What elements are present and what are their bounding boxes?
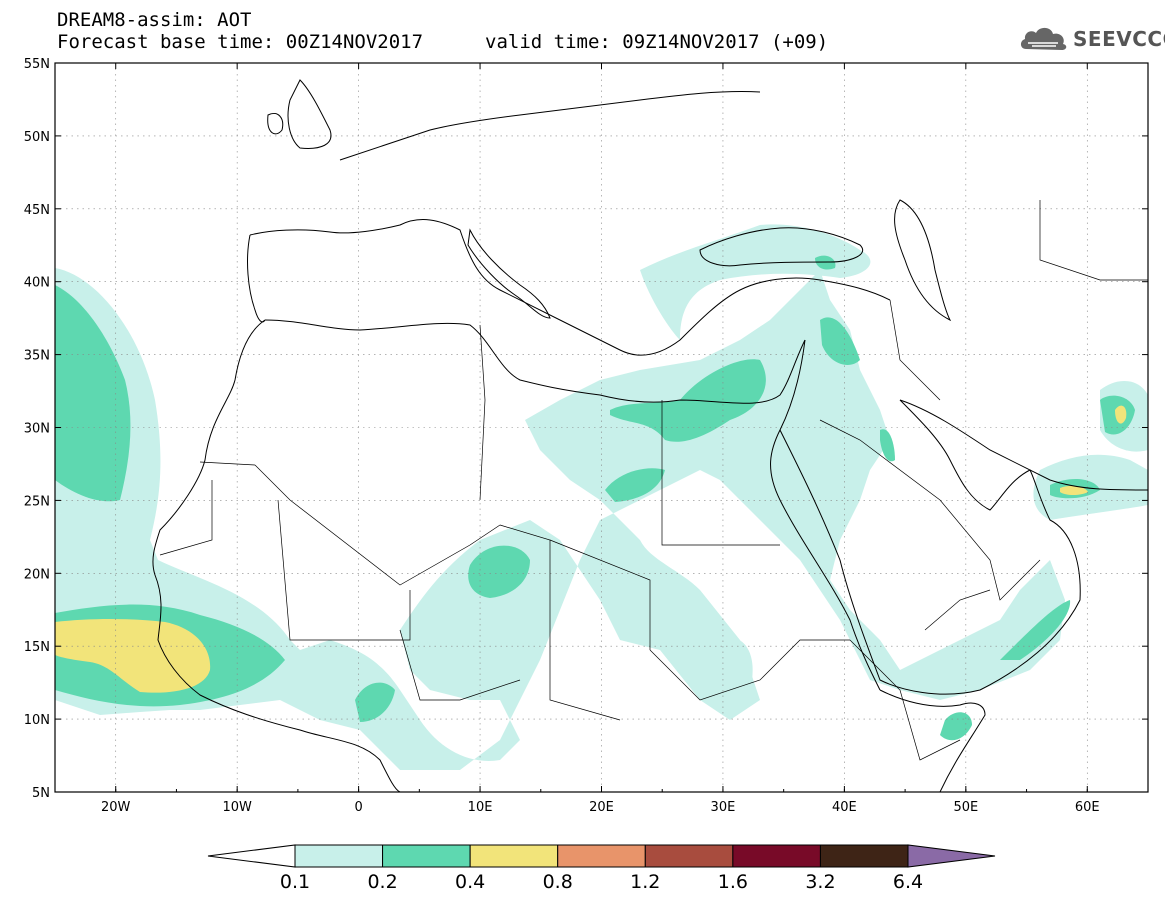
colorbar-arrow-high [907,844,996,868]
coast-britain [287,79,332,149]
aot-field [55,224,1148,770]
lon-tick-label: 0 [354,800,362,815]
lon-tick-label: 20W [101,800,131,815]
lat-tick-label: 30N [24,422,50,437]
colorbar-label: 0.8 [543,871,573,893]
aot-core-egypt [605,468,665,502]
colorbar-label: 0.1 [280,871,310,893]
borders [159,200,1148,761]
border-libya-egypt [661,400,780,546]
lat-tick-label: 5N [32,786,50,801]
logo-text: SEEVCCC [1073,27,1165,51]
aot-high-senegal [55,619,211,693]
colorbar-swatch [644,844,734,868]
aot-core-arabia [880,429,895,462]
aot-area-turkey [640,224,871,340]
aot-core-somalia [940,712,972,741]
aot-area-atlantic [55,268,1065,770]
colorbar-swatch [382,844,471,868]
coast-iberia [247,234,266,323]
coast-italy [467,228,551,319]
lon-tick-label: 60E [1075,800,1100,815]
aot-core-nigeria [355,682,395,722]
border-iraq-iran [889,299,941,401]
lat-tick-label: 45N [24,203,50,218]
aot-core-iraq [820,317,860,365]
border-libya-chad [549,539,651,650]
lon-tick-label: 50E [953,800,978,815]
lon-tick-label: 30E [711,800,736,815]
coastlines [152,79,1148,792]
valid-time: valid time: 09Z14NOV2017 (+09) [485,31,829,53]
lat-tick-label: 20N [24,567,50,582]
lat-tick-label: 35N [24,349,50,364]
lon-tick-label: 10W [222,800,252,815]
lat-tick-label: 40N [24,276,50,291]
aot-high-hormuz [1060,485,1088,495]
graticule [55,63,1148,792]
aot-core-niger [468,545,530,598]
colorbar-arrow-low [207,844,296,868]
aot-core-black-sea [815,255,836,270]
aot-core-atlantic [55,285,131,502]
border-ethiopia [849,639,961,761]
coast-north-africa [264,319,806,404]
colorbar-label: 0.4 [455,871,485,893]
lat-tick-label: 25N [24,494,50,509]
aot-high-iran [1115,405,1127,424]
border-saudi [819,419,1041,601]
coast-horn-africa [879,689,986,792]
coast-black-sea [699,227,863,267]
map-title: DREAM8-assim: AOT [57,9,252,31]
border-algeria-mali [254,464,501,586]
lon-tick-label: 40E [832,800,857,815]
colorbar-label: 0.2 [367,871,397,893]
coast-europe [249,219,891,356]
border-algeria-libya [479,324,486,501]
colorbar: 0.1 0.2 0.4 0.8 1.2 1.6 3.2 6.4 [207,844,996,893]
coast-west-africa [152,319,401,792]
seevccc-logo: SEEVCCC [1018,24,1165,54]
colorbar-swatch [819,844,909,868]
border-niger-chad [499,524,621,721]
axis-ticks: 20W 10W 0 10E 20E 30E 40E 50E 60E 5N 10N 15N 20N 25N 3… [24,57,1149,815]
coast-arabia [779,399,1081,695]
border-yemen [924,589,991,631]
aot-core-oman [1000,600,1071,660]
coast-north-europe [339,91,761,161]
aot-area-mideast-small [700,637,753,695]
coast-levant-redsea [770,339,881,691]
lat-tick-label: 55N [24,57,50,72]
lon-tick-label: 10E [468,800,493,815]
colorbar-swatch [557,844,646,868]
colorbar-swatch [469,844,559,868]
border-iran-afghanistan [1039,200,1148,281]
forecast-base-time: Forecast base time: 00Z14NOV2017 [57,31,424,53]
lat-tick-label: 50N [24,130,50,145]
coast-caspian [894,199,952,322]
lat-tick-label: 15N [24,640,50,655]
colorbar-label: 1.6 [718,871,748,893]
cloud-icon [1020,27,1067,50]
lon-tick-label: 20E [589,800,614,815]
coast-ireland [267,113,284,135]
colorbar-label: 6.4 [893,871,923,893]
colorbar-swatch [294,844,384,868]
border-central-africa [399,629,521,701]
border-mauritania-mali [277,499,411,641]
colorbar-swatch [732,844,821,868]
lat-tick-label: 10N [24,713,50,728]
colorbar-label: 3.2 [805,871,835,893]
coast-persian-gulf [899,399,1148,491]
colorbar-label: 1.2 [630,871,660,893]
border-western-sahara [159,461,256,556]
border-sudan [649,639,850,701]
